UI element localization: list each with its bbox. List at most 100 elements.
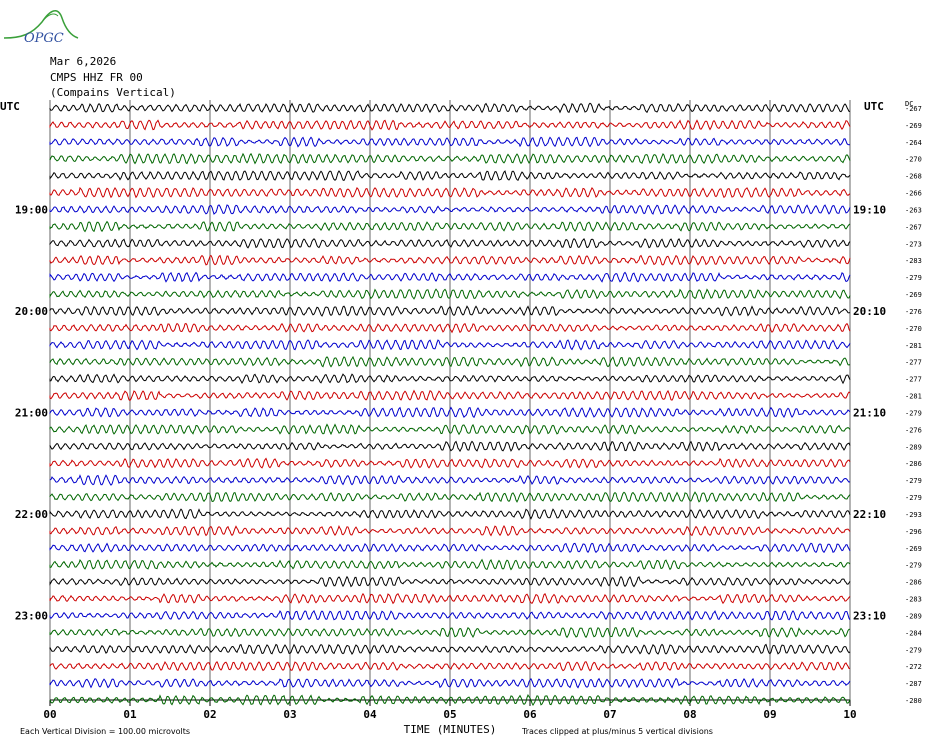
left-hour-label: 22:00 (15, 508, 48, 521)
dc-offset-label: -273 (905, 240, 922, 248)
x-tick-label: 03 (283, 708, 296, 721)
dc-offset-label: -293 (905, 511, 922, 519)
station-name: (Compains Vertical) (50, 86, 176, 99)
trace-line (49, 423, 851, 436)
dc-offset-label: -269 (905, 122, 922, 130)
dc-offset-label: -263 (905, 206, 922, 214)
trace-line (49, 508, 851, 520)
trace-line (49, 660, 851, 672)
trace-line (49, 322, 851, 334)
dc-offset-label: -277 (905, 359, 922, 367)
x-tick-label: 00 (43, 708, 56, 721)
trace-line (49, 627, 851, 639)
trace-line (49, 524, 851, 537)
vertical-division-note: Each Vertical Division = 100.00 microvol… (20, 727, 191, 736)
right-hour-label: 20:10 (853, 305, 886, 318)
left-utc-label: UTC (0, 100, 20, 113)
dc-offset-label: -281 (905, 342, 922, 350)
dc-offset-label: -266 (905, 190, 922, 198)
dc-offset-label: -276 (905, 308, 922, 316)
x-tick-label: 08 (683, 708, 696, 721)
trace-line (49, 220, 851, 233)
right-utc-label: UTC (864, 100, 884, 113)
dc-offset-label: -270 (905, 325, 922, 333)
x-tick-label: 10 (843, 708, 856, 721)
x-axis-title: TIME (MINUTES) (404, 723, 497, 736)
trace-line (49, 558, 851, 571)
station-code: CMPS HHZ FR 00 (50, 71, 143, 84)
dc-offset-label: -279 (905, 409, 922, 417)
right-hour-label: 23:10 (853, 609, 886, 622)
trace-line (49, 609, 851, 621)
dc-offset-label: -279 (905, 477, 922, 485)
dc-offset-label: -283 (905, 596, 922, 604)
dc-offset-label: -289 (905, 443, 922, 451)
dc-offset-label: -281 (905, 393, 922, 401)
dc-offset-label: -284 (905, 629, 922, 637)
dc-header-label: DC (905, 100, 913, 108)
trace-line (49, 677, 851, 689)
dc-offset-label: -269 (905, 545, 922, 553)
trace-line (49, 204, 851, 215)
trace-line (49, 152, 851, 165)
left-hour-label: 21:00 (15, 406, 48, 419)
x-tick-label: 04 (363, 708, 377, 721)
trace-line (49, 102, 850, 114)
x-tick-label: 02 (203, 708, 216, 721)
dc-offset-label: -272 (905, 663, 922, 671)
seismic-traces (49, 102, 851, 706)
dc-offset-label: -286 (905, 460, 922, 468)
dc-offset-label: -286 (905, 579, 922, 587)
trace-line (49, 694, 851, 706)
dc-offset-label: -267 (905, 223, 922, 231)
x-tick-label: 05 (443, 708, 456, 721)
trace-line (49, 339, 851, 351)
x-tick-label: 09 (763, 708, 776, 721)
trace-line (49, 254, 851, 266)
dc-offset-label: -268 (905, 173, 922, 181)
trace-line (49, 305, 851, 317)
trace-line (49, 355, 851, 368)
logo-text: OPGC (24, 31, 64, 44)
axis-labels: 00 01 02 03 04 05 06 07 08 09 10 -267 -269 -264 -270 -2… (0, 100, 922, 736)
dc-offset-label: -279 (905, 494, 922, 502)
trace-line (49, 440, 851, 453)
dc-offset-label: -296 (905, 528, 922, 536)
trace-line (49, 542, 851, 554)
trace-line (49, 457, 851, 469)
trace-line (49, 474, 851, 486)
dc-offset-label: -276 (905, 426, 922, 434)
x-tick-label: 01 (123, 708, 137, 721)
right-hour-label: 19:10 (853, 203, 886, 216)
trace-line (49, 288, 851, 300)
right-hour-label: 22:10 (853, 508, 886, 521)
trace-line (49, 373, 851, 385)
left-hour-label: 19:00 (15, 203, 48, 216)
trace-line (49, 170, 851, 182)
dc-offset-label: -279 (905, 274, 922, 282)
trace-line (49, 592, 851, 605)
dc-offset-label: -267 (905, 105, 922, 113)
dc-offset-label: -287 (905, 680, 922, 688)
x-tick-label: 07 (603, 708, 616, 721)
trace-line (49, 643, 851, 655)
dc-offset-label: -283 (905, 257, 922, 265)
trace-line (49, 389, 851, 402)
left-hour-label: 23:00 (15, 609, 48, 622)
trace-line (49, 136, 850, 148)
trace-line (49, 271, 851, 283)
trace-line (49, 119, 851, 131)
opgc-logo: OPGC (3, 10, 79, 44)
dc-offset-label: -279 (905, 646, 922, 654)
trace-line (49, 406, 851, 419)
x-tick-label: 06 (523, 708, 537, 721)
dc-offset-label: -277 (905, 376, 922, 384)
dc-offset-label: -280 (905, 697, 922, 705)
dc-offset-label: -279 (905, 562, 922, 570)
clipping-note: Traces clipped at plus/minus 5 vertical … (522, 727, 713, 736)
dc-offset-label: -270 (905, 156, 922, 164)
trace-line (49, 237, 851, 249)
left-hour-label: 20:00 (15, 305, 48, 318)
dc-offset-label: -289 (905, 612, 922, 620)
